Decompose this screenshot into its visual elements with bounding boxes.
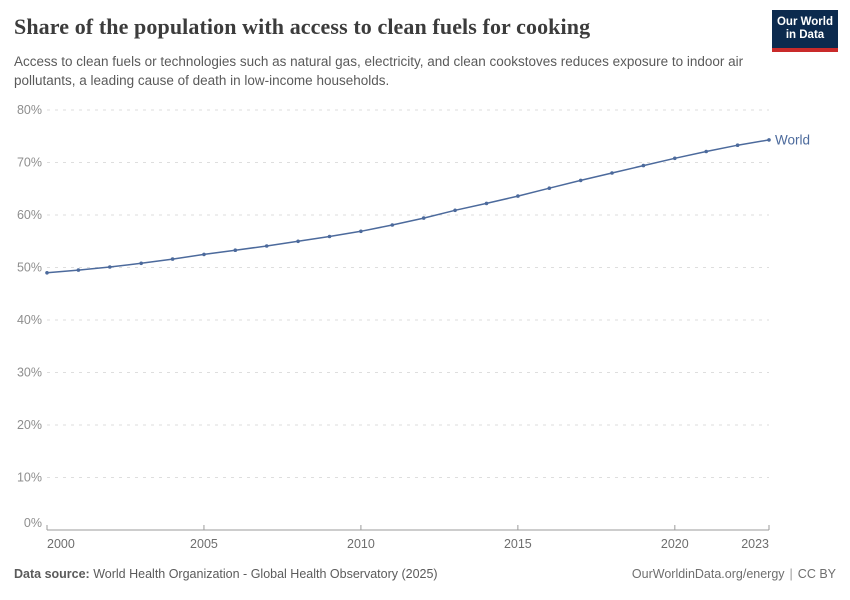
footer-separator: | — [789, 567, 793, 581]
y-axis-tick-label: 40% — [17, 313, 42, 327]
data-point — [735, 143, 740, 147]
data-point — [45, 271, 49, 275]
data-point — [359, 229, 363, 234]
footer-links: OurWorldinData.org/energy | CC BY — [632, 567, 836, 581]
data-point — [610, 171, 614, 175]
data-point — [516, 194, 520, 198]
y-axis-tick-label: 30% — [17, 366, 42, 380]
y-axis-tick-label: 10% — [17, 471, 42, 485]
data-point — [484, 201, 489, 206]
series-world[interactable]: World — [45, 132, 810, 275]
y-axis-tick-label: 20% — [17, 418, 42, 432]
data-point — [327, 234, 332, 239]
data-source-label: Data source: — [14, 567, 90, 581]
page-title: Share of the population with access to c… — [14, 14, 591, 39]
y-gridlines — [47, 109, 769, 478]
data-source-text: World Health Organization - Global Healt… — [93, 567, 438, 581]
site-url-link[interactable]: OurWorldinData.org/energy — [631, 567, 785, 581]
y-axis-tick-label: 80% — [17, 103, 42, 117]
owid-logo-line1: Our World — [776, 15, 833, 28]
x-axis-tick-label: 2010 — [347, 537, 375, 551]
data-point — [578, 178, 583, 183]
owid-logo-line2: in Data — [785, 29, 825, 41]
entity-label-world[interactable]: World — [775, 132, 810, 147]
x-axis-tick-label: 2015 — [504, 537, 532, 551]
data-point — [264, 244, 269, 248]
owid-logo[interactable]: Our World in Data — [772, 10, 838, 52]
license-link[interactable]: CC BY — [797, 567, 836, 581]
data-point — [547, 186, 552, 190]
x-axis-tick-label: 2023 — [741, 537, 769, 551]
data-point — [390, 223, 395, 227]
chart-subtitle: Access to clean fuels or technologies su… — [14, 54, 744, 88]
y-axis-tick-label: 60% — [17, 208, 42, 222]
x-axis-tick-label: 2020 — [661, 537, 689, 551]
line-chart[interactable]: 0%10%20%30%40%50%60%70%80%2000 2005 2010 20… — [0, 100, 850, 560]
data-point — [421, 216, 426, 220]
data-point — [704, 149, 708, 154]
data-point — [233, 248, 238, 252]
data-point — [108, 265, 112, 269]
x-axis-tick-label: 2005 — [190, 537, 218, 551]
data-point — [673, 156, 677, 161]
data-point — [76, 268, 81, 272]
y-axis-tick-label: 0% — [24, 516, 42, 530]
x-axis: 2000 2005 2010 2015 2020 2023 — [46, 525, 770, 551]
chart-footer: Data source: World Health Organization -… — [14, 567, 836, 581]
data-point — [139, 261, 143, 266]
series-line[interactable] — [46, 139, 770, 274]
data-point — [296, 239, 300, 244]
data-source: Data source: World Health Organization -… — [14, 567, 438, 581]
data-point — [641, 163, 646, 168]
y-axis-tick-label: 70% — [17, 156, 42, 170]
data-point — [453, 208, 457, 213]
y-axis-tick-label: 50% — [17, 261, 42, 275]
data-point — [202, 252, 206, 257]
data-point — [767, 138, 771, 142]
data-point — [170, 257, 175, 261]
x-axis-tick-label: 2000 — [47, 537, 75, 551]
